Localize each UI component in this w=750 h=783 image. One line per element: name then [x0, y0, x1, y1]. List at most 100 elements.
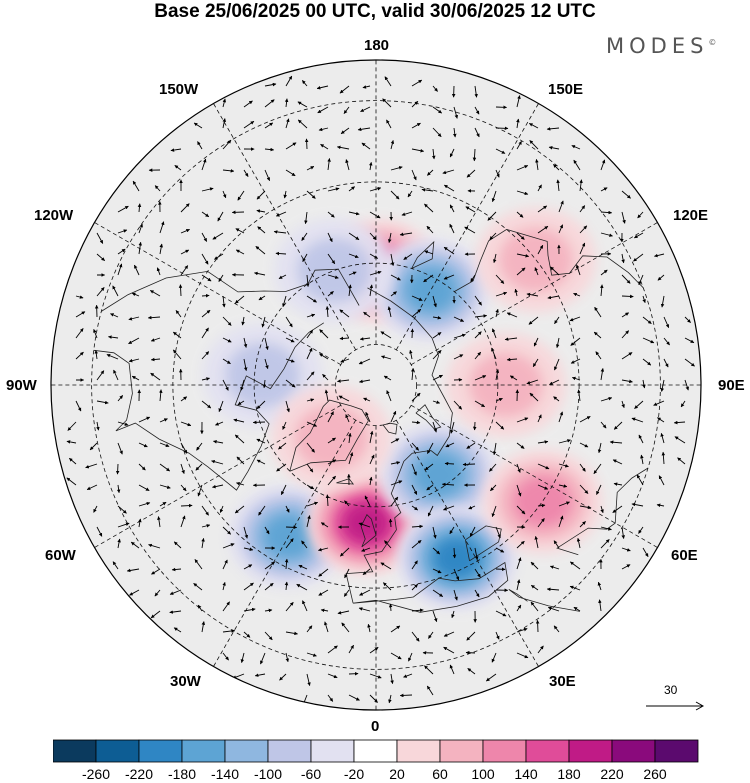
wind-vector	[170, 148, 182, 152]
wind-vector	[621, 379, 633, 384]
wind-vector	[106, 354, 119, 360]
wind-vector	[306, 501, 319, 507]
wind-vector	[579, 442, 589, 448]
wind-vector	[401, 211, 413, 216]
wind-vector	[554, 358, 560, 371]
wind-vector	[169, 610, 182, 614]
wind-vector	[285, 118, 290, 129]
meridian--30	[213, 419, 357, 667]
wind-vector	[75, 295, 84, 299]
wind-vector	[180, 463, 185, 474]
wind-vector	[532, 358, 539, 368]
wind-vector	[173, 627, 182, 633]
wind-vector	[180, 421, 192, 427]
colorbar-tick-label: 20	[389, 766, 405, 782]
wind-vector	[432, 421, 438, 433]
wind-vector	[257, 226, 266, 234]
wind-vector	[237, 190, 245, 201]
wind-vector	[421, 188, 434, 192]
wind-vector	[264, 582, 274, 591]
wind-vector	[75, 311, 86, 318]
wind-vector	[537, 184, 542, 192]
wind-vector	[113, 369, 119, 381]
anomaly-central-asia-positive	[482, 449, 603, 554]
wind-vector	[600, 396, 613, 402]
wind-vector	[570, 358, 581, 364]
wind-vector	[573, 606, 581, 612]
wind-vector	[653, 400, 665, 406]
wind-vector	[137, 203, 142, 213]
wind-vector	[264, 526, 270, 535]
wind-vector	[495, 526, 501, 539]
wind-vector	[558, 463, 569, 468]
wind-vector	[636, 474, 644, 486]
wind-vector	[631, 502, 644, 507]
wind-vector	[490, 484, 497, 492]
wind-vector	[553, 164, 560, 171]
wind-vector	[112, 561, 119, 570]
parallel-20	[91, 100, 661, 670]
wind-vector	[69, 457, 77, 465]
wind-vector	[169, 589, 182, 595]
wind-vector	[445, 442, 455, 448]
lon-label-90w: 90W	[6, 377, 37, 394]
wind-vector	[537, 503, 546, 508]
wind-vector	[306, 295, 317, 303]
wind-vector	[399, 232, 413, 237]
wind-vector	[201, 187, 214, 192]
wind-vector	[222, 98, 227, 108]
wind-vector	[358, 607, 371, 612]
wind-vector	[441, 482, 455, 487]
wind-vector	[451, 610, 455, 619]
wind-vector	[474, 375, 487, 381]
wind-vector	[255, 245, 266, 255]
wind-vector	[450, 421, 455, 434]
wind-vector	[174, 165, 182, 171]
wind-vector	[360, 106, 371, 113]
wind-vector	[138, 518, 142, 528]
wind-vector	[537, 205, 547, 213]
wind-vector	[579, 521, 586, 528]
wind-vector	[621, 547, 631, 552]
wind-vector	[612, 459, 623, 465]
wind-vector	[466, 169, 476, 178]
wind-vector	[579, 416, 591, 423]
wind-vector	[348, 186, 355, 192]
wind-vector	[285, 400, 290, 413]
wind-vector	[464, 226, 476, 234]
wind-vector	[361, 142, 371, 150]
wind-vector	[390, 438, 400, 444]
wind-vector	[236, 456, 245, 465]
wind-vector	[443, 274, 455, 280]
wind-vector	[236, 481, 245, 486]
wind-vector	[66, 477, 77, 486]
wind-vector	[222, 118, 227, 129]
wind-vector	[516, 232, 525, 240]
meridian-30	[395, 419, 539, 667]
wind-vector	[301, 540, 308, 549]
wind-vector	[570, 337, 581, 346]
wind-vector	[612, 505, 623, 513]
wind-vector	[600, 269, 608, 276]
wind-vector	[677, 457, 686, 465]
wind-vector	[390, 140, 395, 150]
wind-vector	[285, 316, 293, 328]
wind-vector	[180, 515, 186, 528]
wind-vector	[424, 203, 434, 213]
wind-vector	[348, 211, 360, 216]
wind-vector	[600, 159, 606, 171]
wind-vector	[558, 501, 570, 507]
wind-vector	[443, 246, 455, 255]
wind-vector	[593, 331, 602, 339]
colorbar-tick-label: -140	[210, 766, 240, 782]
wind-vector	[66, 440, 77, 444]
wind-vector	[380, 331, 392, 339]
wind-vector	[537, 484, 549, 490]
wind-vector	[516, 417, 529, 423]
wind-vector	[593, 463, 602, 474]
wind-vector	[411, 100, 419, 108]
wind-vector	[338, 395, 350, 402]
wind-vector	[569, 316, 581, 322]
wind-vector	[298, 564, 308, 570]
wind-vector	[317, 106, 329, 114]
